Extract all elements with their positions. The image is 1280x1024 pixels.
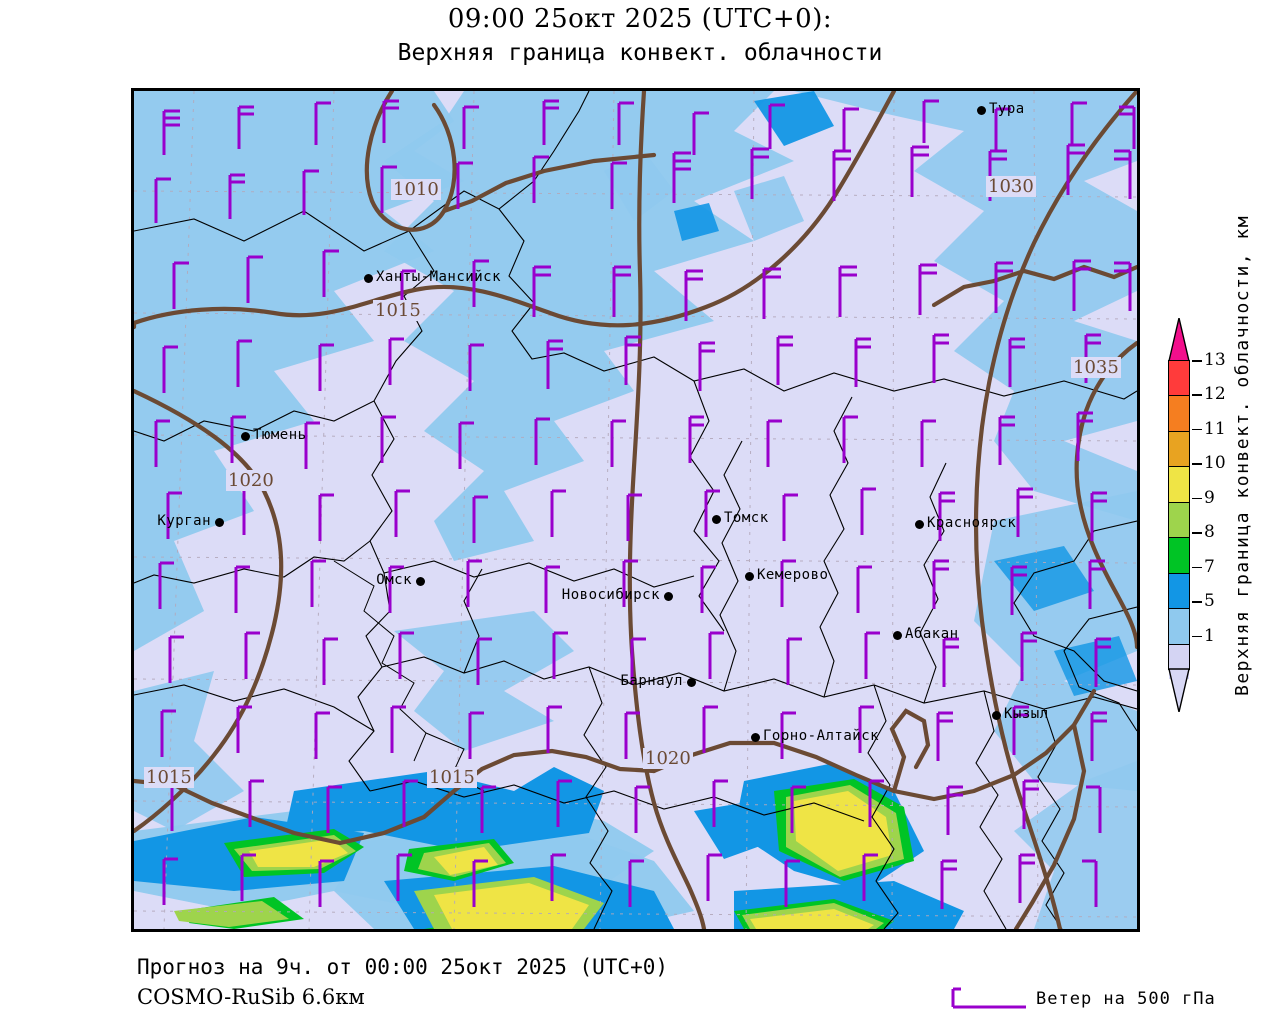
weather-map[interactable]: Тура Ханты-Мансийск Тюмень Курган Омск Томск К… bbox=[131, 88, 1140, 932]
isobar-label: 1030 bbox=[986, 176, 1036, 197]
colorbar-segment bbox=[1169, 467, 1189, 503]
city-marker[interactable] bbox=[893, 631, 902, 640]
colorbar-title-text: Верхняя граница конвект. облачности, км bbox=[1232, 214, 1253, 696]
city-label: Красноярск bbox=[927, 515, 1017, 531]
city-label: Омск bbox=[376, 572, 412, 588]
title-variable: Верхняя граница конвект. облачности bbox=[397, 40, 883, 66]
colorbar-tick bbox=[1192, 566, 1202, 569]
colorbar-segment bbox=[1169, 361, 1189, 397]
colorbar-segment bbox=[1169, 609, 1189, 645]
city-marker[interactable] bbox=[241, 432, 250, 441]
city-marker[interactable] bbox=[215, 518, 224, 527]
city-label: Абакан bbox=[905, 626, 959, 642]
colorbar-tick-label: 8 bbox=[1204, 522, 1215, 543]
city-label: Горно-Алтайск bbox=[763, 728, 880, 744]
city-label: Кемерово bbox=[757, 567, 829, 583]
forecast-info: Прогноз на 9ч. от 00:00 25окт 2025 (UTC+… bbox=[137, 955, 669, 979]
title-valid-time: 09:00 25окт 2025 (UTC+0): bbox=[447, 4, 833, 34]
map-canvas bbox=[134, 91, 1137, 929]
colorbar-title: Верхняя граница конвект. облачности, км bbox=[1232, 214, 1253, 696]
page-title: 09:00 25окт 2025 (UTC+0): Верхняя границ… bbox=[0, 4, 1280, 66]
wind-legend: Ветер на 500 гПа bbox=[950, 986, 1216, 1012]
colorbar-tick-label: 7 bbox=[1204, 556, 1215, 577]
city-label: Кызыл bbox=[1004, 706, 1049, 722]
wind-barbs-500hpa bbox=[154, 99, 1136, 909]
colorbar-tick bbox=[1192, 497, 1202, 500]
colorbar-tick-label: 12 bbox=[1204, 384, 1226, 405]
city-marker[interactable] bbox=[364, 274, 373, 283]
colorbar-tick bbox=[1192, 463, 1202, 465]
colorbar-tick-label: 9 bbox=[1204, 487, 1215, 508]
isobar-label: 1015 bbox=[427, 767, 477, 788]
isobar-label: 1010 bbox=[391, 179, 441, 200]
isobar-label: 1020 bbox=[643, 748, 693, 769]
colorbar-tick-label: 13 bbox=[1204, 350, 1226, 370]
model-info: COSMO-RuSib 6.6км bbox=[137, 985, 365, 1009]
colorbar-tick bbox=[1192, 635, 1202, 638]
colorbar: 13 12 11 10 9 8 7 5 1 bbox=[1168, 318, 1226, 712]
colorbar-top-arrow bbox=[1168, 318, 1190, 362]
city-label: Тюмень bbox=[253, 427, 307, 443]
colorbar-tick-label: 10 bbox=[1204, 453, 1226, 474]
city-marker[interactable] bbox=[915, 520, 924, 529]
footer: Прогноз на 9ч. от 00:00 25окт 2025 (UTC+… bbox=[137, 952, 668, 1012]
colorbar-tick bbox=[1192, 601, 1202, 603]
isobar-label: 1020 bbox=[226, 470, 276, 491]
isobar-label: 1015 bbox=[144, 767, 194, 788]
city-label: Новосибирск bbox=[561, 587, 660, 603]
colorbar-segment bbox=[1169, 573, 1189, 610]
isobar-label: 1015 bbox=[373, 300, 423, 321]
city-label: Томск bbox=[724, 510, 769, 526]
colorbar-segments bbox=[1168, 360, 1190, 679]
isobar-label: 1035 bbox=[1071, 357, 1121, 378]
city-marker[interactable] bbox=[751, 733, 760, 742]
colorbar-segment bbox=[1169, 538, 1189, 574]
colorbar-bottom-arrow bbox=[1168, 668, 1190, 712]
city-label: Курган bbox=[157, 513, 211, 529]
colorbar-tick-label: 5 bbox=[1204, 591, 1215, 612]
colorbar-segment bbox=[1169, 396, 1189, 432]
city-marker[interactable] bbox=[745, 572, 754, 581]
colorbar-segment bbox=[1169, 431, 1189, 468]
city-marker[interactable] bbox=[992, 711, 1001, 720]
wind-legend-label: Ветер на 500 гПа bbox=[1036, 989, 1216, 1009]
colorbar-segment bbox=[1169, 502, 1189, 539]
colorbar-tick-label: 11 bbox=[1204, 418, 1226, 439]
colorbar-tick bbox=[1192, 360, 1202, 362]
city-marker[interactable] bbox=[416, 577, 425, 586]
colorbar-tick bbox=[1192, 532, 1202, 534]
colorbar-tick bbox=[1192, 394, 1202, 396]
city-marker[interactable] bbox=[977, 106, 986, 115]
wind-barb-icon bbox=[951, 987, 1026, 1009]
city-label: Тура bbox=[989, 101, 1025, 117]
city-marker[interactable] bbox=[664, 592, 673, 601]
city-label: Барнаул bbox=[620, 673, 683, 689]
city-marker[interactable] bbox=[712, 515, 721, 524]
colorbar-tick-label: 1 bbox=[1204, 625, 1215, 646]
colorbar-tick bbox=[1192, 428, 1202, 431]
city-marker[interactable] bbox=[687, 678, 696, 687]
city-label: Ханты-Мансийск bbox=[376, 269, 502, 285]
